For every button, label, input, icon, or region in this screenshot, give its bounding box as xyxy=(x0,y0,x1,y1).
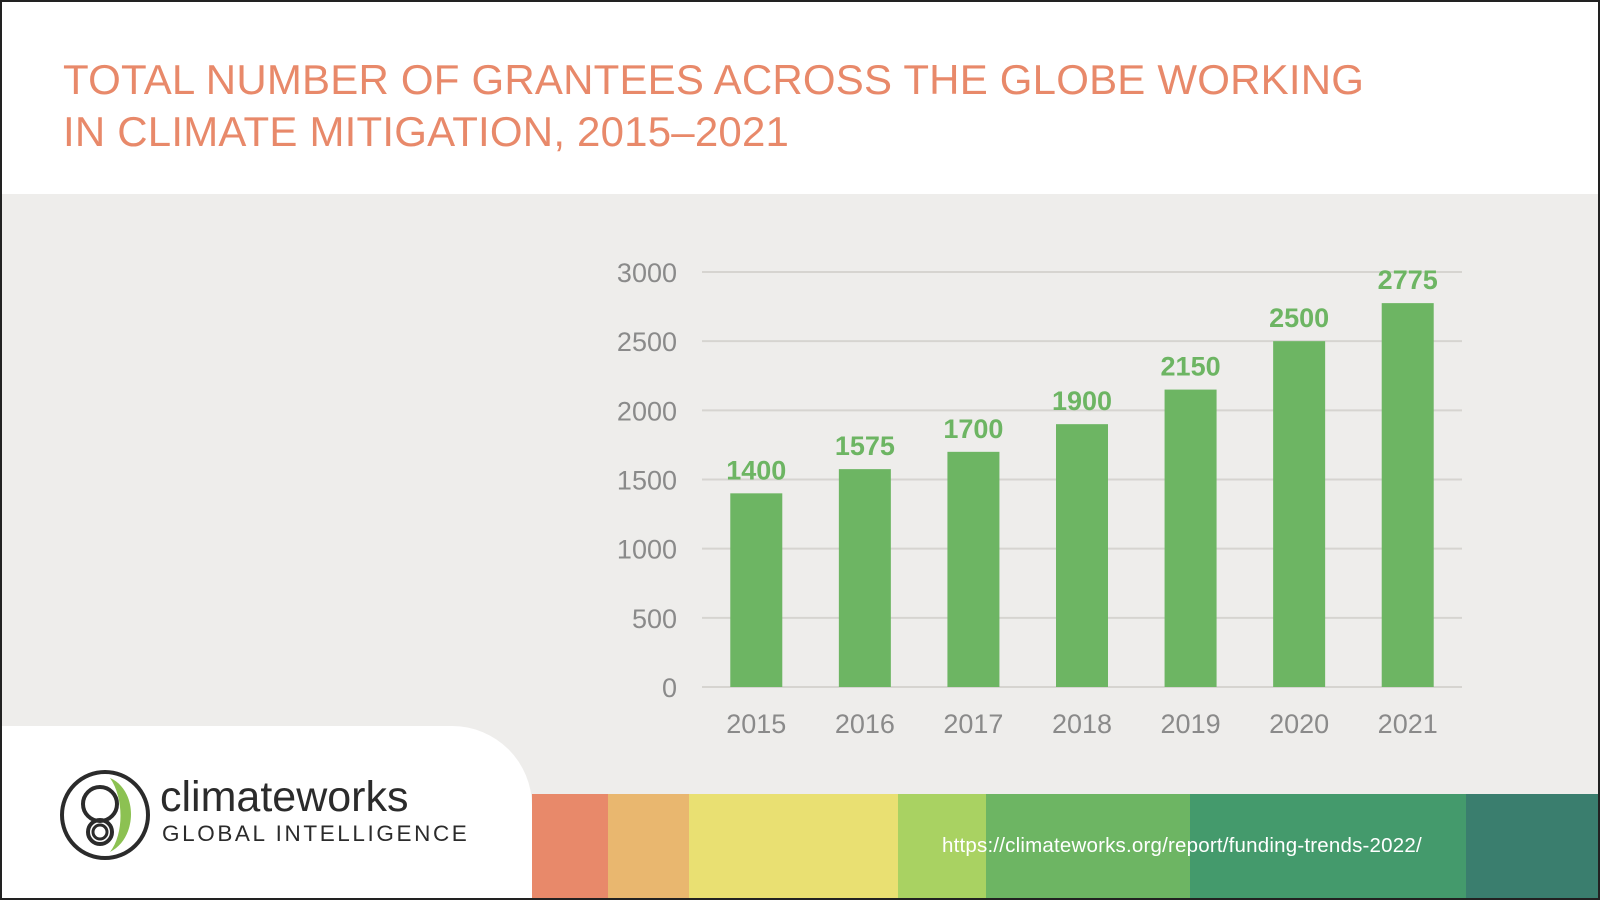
data-label-2015: 1400 xyxy=(726,455,786,485)
bar-2015 xyxy=(730,493,783,687)
x-tick-label-2016: 2016 xyxy=(835,709,895,739)
color-stripe-segment xyxy=(986,794,1190,898)
bar-2016 xyxy=(838,469,891,687)
header: TOTAL NUMBER OF GRANTEES ACROSS THE GLOB… xyxy=(2,2,1598,194)
color-stripe-segment xyxy=(1190,794,1466,898)
y-tick-label: 0 xyxy=(662,673,677,703)
brand-name: climateworks xyxy=(160,773,409,821)
bar-2020 xyxy=(1273,341,1326,687)
data-label-2018: 1900 xyxy=(1052,386,1112,416)
bar-2021 xyxy=(1381,303,1434,687)
bar-2019 xyxy=(1164,389,1217,687)
x-tick-label-2021: 2021 xyxy=(1378,709,1438,739)
x-tick-label-2017: 2017 xyxy=(943,709,1003,739)
x-tick-label-2015: 2015 xyxy=(726,709,786,739)
data-labels: 1400 1575 1700 1900 2150 2500 2775 xyxy=(726,265,1438,485)
y-tick-label: 1500 xyxy=(617,466,677,496)
chart-title-line-1: TOTAL NUMBER OF GRANTEES ACROSS THE GLOB… xyxy=(63,56,1365,103)
bar-2017 xyxy=(947,451,1000,687)
chart-title-line-2: IN CLIMATE MITIGATION, 2015–2021 xyxy=(63,108,790,155)
x-tick-label-2020: 2020 xyxy=(1269,709,1329,739)
bars xyxy=(730,303,1434,687)
data-label-2019: 2150 xyxy=(1161,352,1221,382)
logo-card xyxy=(2,726,532,898)
y-tick-label: 500 xyxy=(632,604,677,634)
report-url-link[interactable]: https://climateworks.org/report/funding-… xyxy=(942,834,1422,857)
data-label-2021: 2775 xyxy=(1378,265,1438,295)
y-axis-tick-labels: 0 500 1000 1500 2000 2500 3000 xyxy=(617,258,677,703)
bar-2018 xyxy=(1056,424,1108,687)
x-tick-label-2019: 2019 xyxy=(1161,709,1221,739)
color-stripe-segment xyxy=(608,794,689,898)
x-axis-tick-labels: 2015 2016 2017 2018 2019 2020 2021 xyxy=(726,709,1438,739)
y-tick-label: 2500 xyxy=(617,327,677,357)
color-stripe-segment xyxy=(532,794,608,898)
y-tick-label: 2000 xyxy=(617,396,677,426)
color-stripe-segment xyxy=(1466,794,1598,898)
data-label-2016: 1575 xyxy=(835,431,895,461)
chart-title: TOTAL NUMBER OF GRANTEES ACROSS THE GLOB… xyxy=(63,54,1503,158)
climateworks-logo-icon xyxy=(60,770,150,860)
color-stripe-segment xyxy=(898,794,986,898)
y-tick-label: 3000 xyxy=(617,258,677,288)
data-label-2020: 2500 xyxy=(1269,303,1329,333)
brand-tagline: GLOBAL INTELLIGENCE xyxy=(162,821,470,846)
data-label-2017: 1700 xyxy=(943,414,1003,444)
color-stripe-segment xyxy=(689,794,898,898)
x-tick-label-2018: 2018 xyxy=(1052,709,1112,739)
y-tick-label: 1000 xyxy=(617,535,677,565)
